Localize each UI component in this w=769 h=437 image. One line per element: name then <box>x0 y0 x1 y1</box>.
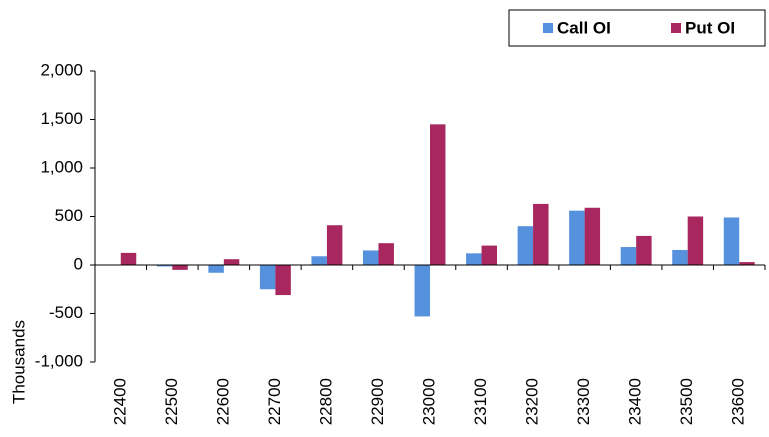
y-tick-label: -1,000 <box>35 351 83 370</box>
legend-swatch <box>671 23 681 33</box>
y-tick-label: 0 <box>74 254 83 273</box>
bar <box>259 265 276 290</box>
bar <box>466 253 482 265</box>
bar <box>672 249 688 265</box>
bar <box>311 256 327 265</box>
bar <box>687 216 704 265</box>
x-tick-label: 23200 <box>523 378 542 425</box>
bar <box>533 203 549 265</box>
bar <box>172 265 188 270</box>
y-axis-label: Thousands <box>9 320 28 404</box>
legend: Call OI Put OI <box>508 9 766 47</box>
y-tick-label: 500 <box>55 206 83 225</box>
bar <box>584 207 601 265</box>
x-tick-label: 22500 <box>162 378 181 425</box>
bar <box>620 247 637 265</box>
y-tick-label: 2,000 <box>40 60 83 79</box>
bar <box>120 252 137 265</box>
legend-label: Put OI <box>685 18 735 37</box>
bar <box>326 225 343 265</box>
x-tick-label: 22700 <box>265 378 284 425</box>
x-tick-label: 23600 <box>729 378 748 425</box>
y-tick-label: 1,500 <box>40 109 83 128</box>
bar <box>414 265 430 317</box>
x-tick-label: 23300 <box>574 378 593 425</box>
x-tick-label: 22800 <box>316 378 335 425</box>
bar <box>739 262 755 265</box>
bar <box>723 217 740 265</box>
bar <box>481 245 497 265</box>
x-tick-label: 23100 <box>471 378 490 425</box>
bar <box>430 124 446 265</box>
bar <box>208 265 224 273</box>
x-tick-label: 23000 <box>419 378 438 425</box>
bar <box>275 265 291 296</box>
x-tick-label: 22400 <box>110 378 129 425</box>
x-tick-label: 23400 <box>626 378 645 425</box>
bar <box>223 259 240 265</box>
bar <box>517 226 534 265</box>
x-tick-label: 22900 <box>368 378 387 425</box>
legend-label: Call OI <box>557 18 611 37</box>
y-tick-label: 1,000 <box>40 157 83 176</box>
x-tick-label: 22600 <box>213 378 232 425</box>
bar <box>569 210 585 265</box>
legend-swatch <box>543 23 553 33</box>
y-tick-label: -500 <box>49 303 83 322</box>
bar <box>363 250 379 265</box>
bar <box>156 265 173 267</box>
bar <box>636 235 652 265</box>
x-tick-label: 23500 <box>677 378 696 425</box>
bar <box>378 243 394 265</box>
